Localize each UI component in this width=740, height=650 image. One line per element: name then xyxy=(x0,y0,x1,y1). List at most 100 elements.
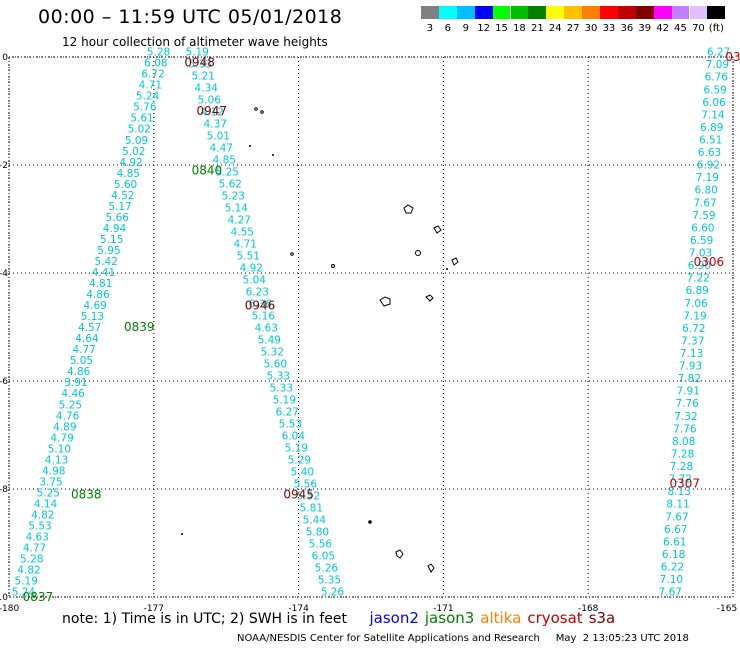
wave-height-value: 5.19 xyxy=(186,47,209,59)
legend-label: 45 xyxy=(674,23,687,34)
wave-height-value: 5.95 xyxy=(97,245,120,257)
wave-height-value: 3.91 xyxy=(64,377,87,389)
legend-label: 24 xyxy=(548,23,562,34)
island xyxy=(433,225,442,234)
legend-swatch xyxy=(456,6,475,19)
wave-height-value: 7.37 xyxy=(681,335,704,347)
islands xyxy=(181,107,459,573)
pass-time-label: 0838 xyxy=(71,487,102,501)
wave-height-value: 5.53 xyxy=(279,419,302,431)
wave-height-value: 5.66 xyxy=(106,212,130,224)
wave-height-value: 4.13 xyxy=(45,454,68,466)
legend-label: 30 xyxy=(584,23,598,34)
wave-height-value: 5.53 xyxy=(28,520,51,532)
legend-swatch xyxy=(474,6,493,19)
wave-height-value: 4.89 xyxy=(53,421,76,433)
wave-height-value: 5.60 xyxy=(264,359,287,371)
wave-height-value: 6.89 xyxy=(685,285,708,297)
wave-height-value: 5.04 xyxy=(243,275,267,287)
wave-height-value: 8.08 xyxy=(672,436,695,448)
legend-swatch xyxy=(510,6,529,19)
pass-time-label: 0307 xyxy=(669,477,700,491)
satellite-name: s3a xyxy=(588,609,616,627)
wave-height-value: 6.23 xyxy=(246,287,269,299)
island xyxy=(331,264,335,268)
satellite-name: jason2 xyxy=(369,609,419,627)
island xyxy=(368,520,372,524)
pass-time-label: 0946 xyxy=(245,298,276,312)
wave-height-value: 6.27 xyxy=(276,407,299,419)
time-labels: 0948 0947 0840 0946 0839 0945 0838 0837 0306 0307… xyxy=(23,50,740,604)
pass-time-label: 0839 xyxy=(124,320,155,334)
x-tick-label: -165 xyxy=(717,604,737,614)
legend-swatch xyxy=(600,6,618,19)
wave-height-value: 5.19 xyxy=(15,576,38,588)
wave-height-value: 5.05 xyxy=(70,355,93,367)
wave-height-value: 4.82 xyxy=(31,509,54,521)
wave-height-value: 7.28 xyxy=(670,461,693,473)
y-tick-label: 0 xyxy=(2,53,8,63)
wave-height-value: 4.12 xyxy=(201,107,224,119)
wave-height-value: 7.59 xyxy=(692,210,715,222)
wave-height-value: 5.76 xyxy=(133,102,157,114)
wave-height-value: 7.67 xyxy=(665,511,688,523)
wave-height-value: 7.32 xyxy=(674,411,697,423)
wave-height-value: 4.81 xyxy=(89,278,112,290)
wave-height-value: 4.85 xyxy=(117,168,140,180)
wave-height-value: 6.36 xyxy=(249,299,273,311)
x-tick-label: -168 xyxy=(578,604,599,614)
wave-height-value: 5.33 xyxy=(270,383,293,395)
page-subtitle: 12 hour collection of altimeter wave hei… xyxy=(62,35,328,49)
wave-height-value: 5.02 xyxy=(122,146,145,158)
wave-height-value: 6.51 xyxy=(699,135,722,147)
wave-height-value: 5.80 xyxy=(306,527,329,539)
island xyxy=(425,294,434,302)
legend-swatch xyxy=(635,6,654,19)
wave-height-value: 6.08 xyxy=(144,58,167,70)
legend-label: 39 xyxy=(638,23,652,34)
wave-height-value: 7.14 xyxy=(701,109,725,121)
island xyxy=(415,250,421,256)
note-line: note: 1) Time is in UTC; 2) SWH is in fe… xyxy=(62,609,627,627)
wave-height-value: 6.05 xyxy=(312,551,335,563)
legend-label: 9 xyxy=(462,23,469,34)
wave-height-value: 5.35 xyxy=(318,575,341,587)
wave-height-value: 6.06 xyxy=(702,97,726,109)
wave-height-value: 6.90 xyxy=(688,260,711,272)
wave-height-value: 6.27 xyxy=(707,47,730,59)
wave-height-value: 5.56 xyxy=(294,479,318,491)
wave-height-value: 4.41 xyxy=(92,267,115,279)
pass-time-label: 0837 xyxy=(23,590,54,604)
axis-labels: -180 -177 -174 -171 -168 -165 0 -2 -4 -6 -8 -10 xyxy=(0,53,737,614)
legend-swatch xyxy=(617,6,636,19)
x-tick-label: -180 xyxy=(0,604,19,614)
wave-height-value: 5.13 xyxy=(81,311,104,323)
wave-height-value: 4.86 xyxy=(67,366,91,378)
legend-swatch xyxy=(546,6,565,19)
wave-height-value: 7.72 xyxy=(669,474,692,486)
wave-height-value: 4.52 xyxy=(111,190,134,202)
wave-height-value: 5.24 xyxy=(12,587,36,599)
wave-height-value: 7.19 xyxy=(696,172,719,184)
wave-height-value: 6.59 xyxy=(690,235,713,247)
wave-height-value: 5.10 xyxy=(48,443,71,455)
wave-height-value: 5.01 xyxy=(207,131,230,143)
pass-time-label: 0840 xyxy=(192,163,223,177)
wave-height-value: 5.61 xyxy=(130,113,153,125)
wave-height-value: 4.98 xyxy=(42,465,65,477)
legend-swatch xyxy=(421,6,439,19)
wave-height-value: 4.63 xyxy=(255,323,278,335)
legend-label: 18 xyxy=(513,23,526,34)
wave-height-value: 5.14 xyxy=(225,203,249,215)
wave-height-value: 6.80 xyxy=(694,185,717,197)
wave-height-value: 5.60 xyxy=(114,179,137,191)
wave-height-value: 5.17 xyxy=(108,201,131,213)
wave-height-value: 5.23 xyxy=(222,191,245,203)
legend-label: (ft) xyxy=(708,23,724,34)
wave-height-value: 4.34 xyxy=(195,83,219,95)
page-title: 00:00 – 11:59 UTC 05/01/2018 xyxy=(38,6,343,28)
wave-height-value: 7.93 xyxy=(679,361,702,373)
legend-label: 42 xyxy=(656,23,669,34)
legend-label: 36 xyxy=(620,23,634,34)
legend-swatch xyxy=(564,6,583,19)
